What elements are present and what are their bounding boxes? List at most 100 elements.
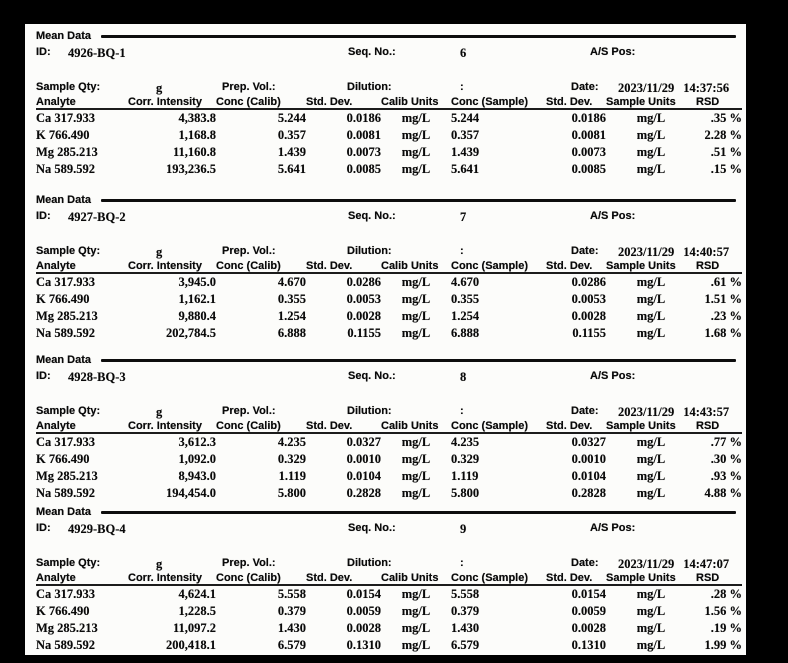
rsd-cell: .61 %: [710, 275, 742, 289]
dilution-label: Dilution:: [347, 245, 392, 257]
as-pos-label: A/S Pos:: [590, 522, 636, 534]
time-value: 14:47:07: [683, 557, 730, 571]
mean-data-label: Mean Data: [36, 506, 92, 518]
time-value: 14:40:57: [683, 245, 730, 259]
date-label: Date:: [571, 405, 599, 417]
mean-data-section: Mean Data ID: 4928-BQ-3 Seq. No.: 8 A/S …: [25, 354, 746, 506]
calib-units-cell: mg/L: [401, 435, 431, 449]
seq-no-label: Seq. No.:: [348, 210, 396, 222]
table-header-row: Analyte Corr. Intensity Conc (Calib) Std…: [36, 416, 742, 434]
std-dev-calib-cell: 0.0104: [346, 469, 381, 483]
column-header-std-dev-sample: Std. Dev.: [546, 92, 606, 110]
corr-intensity-cell: 193,236.5: [166, 162, 216, 176]
sample-qty-unit: g: [156, 557, 163, 571]
rsd-cell: .19 %: [710, 621, 742, 635]
calib-units-cell: mg/L: [401, 587, 431, 601]
table-row: K 766.490 1,162.1 0.355 0.0053 mg/L 0.35…: [36, 291, 742, 308]
rsd-cell: 2.28 %: [704, 128, 743, 142]
rsd-cell: .35 %: [710, 111, 742, 125]
std-dev-calib-cell: 0.0327: [346, 435, 381, 449]
table-row: Mg 285.213 9,880.4 1.254 0.0028 mg/L 1.2…: [36, 308, 742, 325]
colon-label: :: [460, 557, 464, 569]
std-dev-sample-cell: 0.2828: [571, 486, 606, 500]
table-row: Mg 285.213 11,160.8 1.439 0.0073 mg/L 1.…: [36, 144, 742, 161]
prep-vol-label: Prep. Vol.:: [222, 245, 276, 257]
std-dev-sample-cell: 0.0154: [571, 587, 606, 601]
corr-intensity-cell: 1,092.0: [178, 452, 217, 466]
seq-no-value: 8: [460, 370, 467, 384]
std-dev-calib-cell: 0.0059: [346, 604, 381, 618]
rsd-cell: 4.88 %: [704, 486, 743, 500]
corr-intensity-cell: 200,418.1: [166, 638, 216, 652]
std-dev-sample-cell: 0.1310: [571, 638, 606, 652]
conc-calib-cell: 1.430: [277, 621, 306, 635]
analyte-cell: Mg 285.213: [36, 621, 98, 635]
calib-units-cell: mg/L: [401, 145, 431, 159]
sections-container: Mean Data ID: 4926-BQ-1 Seq. No.: 6 A/S …: [25, 30, 746, 654]
column-header-std-dev-calib: Std. Dev.: [306, 416, 381, 434]
column-header-std-dev-calib: Std. Dev.: [306, 92, 381, 110]
corr-intensity-cell: 11,160.8: [172, 145, 216, 159]
column-header-rsd: RSD: [696, 416, 742, 434]
rsd-cell: 1.56 %: [704, 604, 743, 618]
table-row: Na 589.592 193,236.5 5.641 0.0085 mg/L 5…: [36, 161, 742, 178]
sample-units-cell: mg/L: [636, 326, 666, 340]
seq-no-value: 9: [460, 522, 467, 536]
colon-label: :: [460, 245, 464, 257]
corr-intensity-cell: 4,383.8: [178, 111, 217, 125]
analyte-cell: Mg 285.213: [36, 469, 98, 483]
sample-units-cell: mg/L: [636, 145, 666, 159]
datetime-value: 2023/11/29 14:37:56: [618, 81, 729, 96]
meta-row: Sample Qty: g Prep. Vol.: Dilution: : Da…: [25, 245, 746, 260]
column-header-conc-sample: Conc (Sample): [451, 256, 546, 274]
column-header-rsd: RSD: [696, 92, 742, 110]
calib-units-cell: mg/L: [401, 111, 431, 125]
mean-data-rule: [101, 358, 736, 362]
seq-no-value: 6: [460, 46, 467, 60]
table-header-row: Analyte Corr. Intensity Conc (Calib) Std…: [36, 92, 742, 110]
datetime-value: 2023/11/29 14:40:57: [618, 245, 729, 260]
mean-data-section: Mean Data ID: 4929-BQ-4 Seq. No.: 9 A/S …: [25, 506, 746, 654]
std-dev-calib-cell: 0.0286: [346, 275, 381, 289]
sample-units-cell: mg/L: [636, 309, 666, 323]
sample-qty-unit: g: [156, 245, 163, 259]
corr-intensity-cell: 11,097.2: [172, 621, 216, 635]
calib-units-cell: mg/L: [401, 309, 431, 323]
column-header-sample-units: Sample Units: [606, 92, 696, 110]
id-row: ID: 4929-BQ-4 Seq. No.: 9 A/S Pos:: [25, 522, 746, 537]
rsd-cell: .23 %: [710, 309, 742, 323]
conc-calib-cell: 0.357: [277, 128, 306, 142]
id-label: ID:: [36, 210, 51, 222]
id-row: ID: 4926-BQ-1 Seq. No.: 6 A/S Pos:: [25, 46, 746, 61]
corr-intensity-cell: 3,945.0: [178, 275, 217, 289]
mean-data-label: Mean Data: [36, 194, 92, 206]
column-header-calib-units: Calib Units: [381, 568, 451, 586]
corr-intensity-cell: 9,880.4: [178, 309, 217, 323]
column-header-corr-intensity: Corr. Intensity: [128, 568, 216, 586]
sample-qty-label: Sample Qty:: [36, 245, 101, 257]
column-header-analyte: Analyte: [36, 568, 128, 586]
as-pos-label: A/S Pos:: [590, 46, 636, 58]
analyte-table: Analyte Corr. Intensity Conc (Calib) Std…: [36, 92, 742, 178]
sample-id-value: 4929-BQ-4: [68, 522, 126, 536]
sample-qty-unit: g: [156, 81, 163, 95]
conc-sample-cell: 5.244: [451, 111, 480, 125]
conc-sample-cell: 6.888: [451, 326, 480, 340]
rsd-cell: .93 %: [710, 469, 742, 483]
column-header-conc-sample: Conc (Sample): [451, 568, 546, 586]
conc-sample-cell: 0.379: [451, 604, 480, 618]
table-row: Na 589.592 194,454.0 5.800 0.2828 mg/L 5…: [36, 485, 742, 502]
seq-no-label: Seq. No.:: [348, 522, 396, 534]
std-dev-calib-cell: 0.0028: [346, 309, 381, 323]
analyte-cell: K 766.490: [36, 604, 90, 618]
std-dev-sample-cell: 0.0104: [571, 469, 606, 483]
table-row: K 766.490 1,168.8 0.357 0.0081 mg/L 0.35…: [36, 127, 742, 144]
analyte-cell: Na 589.592: [36, 162, 96, 176]
conc-sample-cell: 6.579: [451, 638, 480, 652]
table-row: Ca 317.933 4,624.1 5.558 0.0154 mg/L 5.5…: [36, 585, 742, 603]
calib-units-cell: mg/L: [401, 326, 431, 340]
std-dev-sample-cell: 0.0073: [571, 145, 606, 159]
column-header-corr-intensity: Corr. Intensity: [128, 416, 216, 434]
std-dev-calib-cell: 0.0053: [346, 292, 381, 306]
conc-calib-cell: 4.235: [277, 435, 306, 449]
